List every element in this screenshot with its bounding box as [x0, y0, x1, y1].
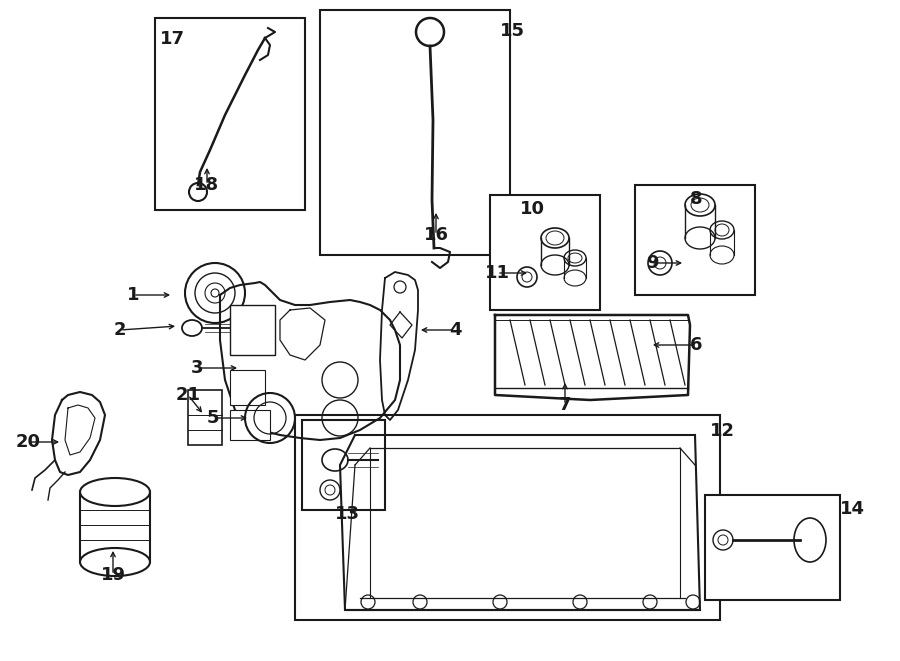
Text: 20: 20: [15, 433, 40, 451]
Text: 16: 16: [424, 226, 448, 244]
Text: 1: 1: [127, 286, 140, 304]
Text: 12: 12: [710, 422, 735, 440]
Text: 3: 3: [191, 359, 203, 377]
Text: 7: 7: [559, 396, 572, 414]
Text: 13: 13: [335, 505, 360, 523]
Text: 11: 11: [484, 264, 509, 282]
Text: 2: 2: [113, 321, 126, 339]
Bar: [635, 185, 755, 295]
Text: 15: 15: [500, 22, 525, 40]
Text: 19: 19: [101, 566, 125, 584]
Text: 9: 9: [646, 254, 658, 272]
Text: 14: 14: [840, 500, 865, 518]
Text: 6: 6: [689, 336, 702, 354]
Text: 5: 5: [207, 409, 220, 427]
Text: 17: 17: [160, 30, 185, 48]
Bar: [155, 18, 305, 210]
Text: 10: 10: [520, 200, 545, 218]
Bar: [705, 495, 840, 600]
Text: 4: 4: [449, 321, 461, 339]
Bar: [230, 410, 270, 440]
Bar: [230, 370, 265, 405]
Bar: [490, 195, 600, 310]
Text: 21: 21: [176, 386, 201, 404]
Bar: [320, 10, 510, 255]
Text: 18: 18: [194, 176, 220, 194]
Bar: [302, 420, 385, 510]
Bar: [295, 415, 720, 620]
Bar: [230, 305, 275, 355]
Bar: [188, 390, 222, 445]
Text: 8: 8: [690, 190, 703, 208]
